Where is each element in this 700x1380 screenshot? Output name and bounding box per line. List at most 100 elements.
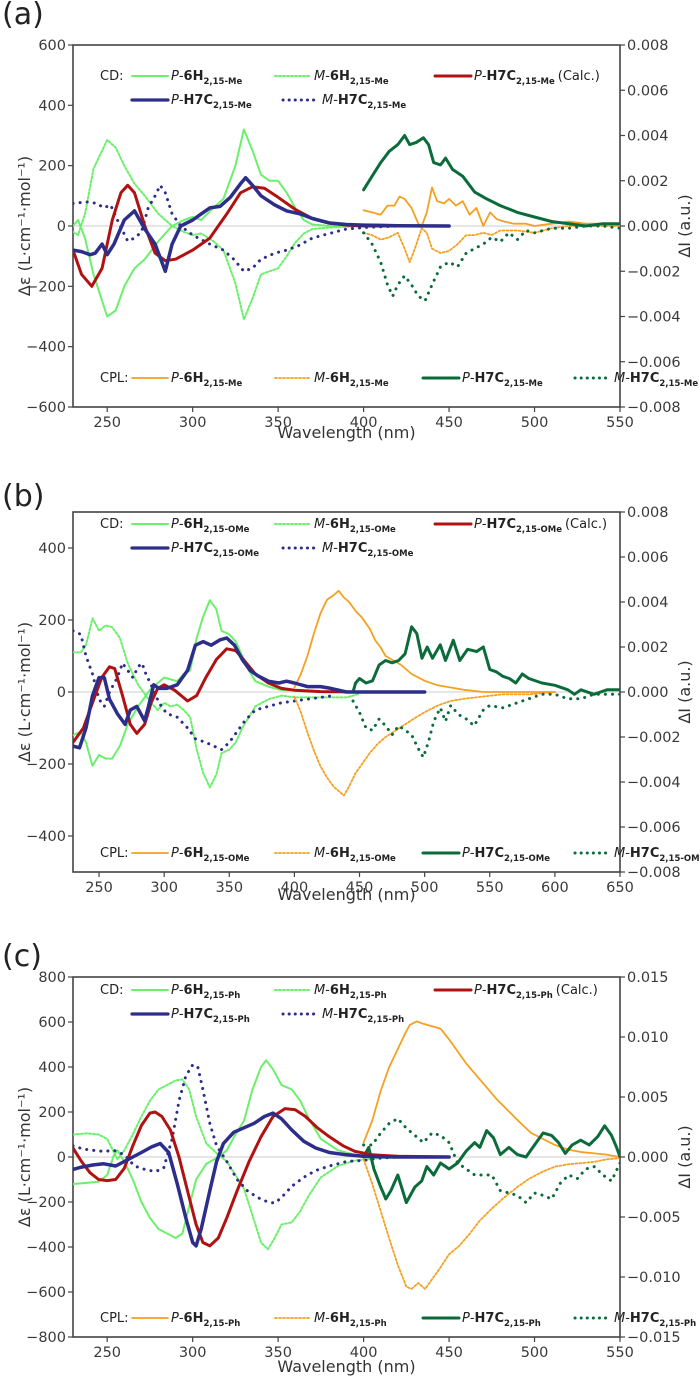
y-right-tick-label: −0.010 bbox=[627, 1270, 681, 1286]
panel-label: (b) bbox=[2, 479, 44, 514]
legend-label: P-H7C2,15-OMe bbox=[462, 846, 550, 864]
series-line-calc bbox=[73, 1107, 451, 1248]
series-line-p-6h-cd bbox=[73, 1059, 416, 1239]
legend-cpl: CPL: P-6H2,15-Me M-6H2,15-Me P-H7C2,15-Me M-… bbox=[100, 371, 698, 389]
legend-item: P-H7C2,15-Me (Calc.) bbox=[433, 69, 600, 87]
legend-item: M-6H2,15-Me bbox=[274, 371, 389, 389]
legend-label: M-H7C2,15-Me bbox=[614, 371, 698, 389]
x-tick-label: 350 bbox=[264, 415, 292, 431]
legend-cpl-prefix: CPL: bbox=[100, 371, 129, 386]
legend-cd: CD: P-6H2,15-Ph M-6H2,15-Ph P-H7C2,15-Ph (Ca… bbox=[100, 983, 598, 1025]
y-left-axis-title: Δε (L·cm⁻¹·mol⁻¹) bbox=[15, 622, 34, 762]
legend-label: P-H7C2,15-Me bbox=[171, 93, 252, 111]
x-tick-label: 450 bbox=[346, 880, 374, 896]
y-left-tick-label: 600 bbox=[38, 1015, 66, 1031]
chart-panel-c: (c) 250 300 350 400 450 500 550 −800 −600 −400 −200… bbox=[2, 939, 696, 1376]
legend-item: M-H7C2,15-Me bbox=[281, 93, 406, 111]
series-line-m-h7c-cpl bbox=[351, 692, 620, 759]
x-tick-label: 300 bbox=[179, 1345, 207, 1361]
series-line-p-6h-cpl bbox=[362, 186, 620, 227]
y-left-tick-label: 200 bbox=[38, 1105, 66, 1121]
x-tick-label: 550 bbox=[606, 415, 634, 431]
legend-cpl: CPL: P-6H2,15-OMe M-6H2,15-OMe P-H7C2,15-OM… bbox=[100, 846, 700, 864]
y-right-tick-label: 0.008 bbox=[627, 38, 669, 54]
y-left-axis-title: Δε (L·cm⁻¹·mol⁻¹) bbox=[15, 156, 34, 296]
x-tick-label: 350 bbox=[215, 880, 243, 896]
legend-cpl-prefix: CPL: bbox=[100, 846, 129, 861]
series-line-p-6h-cpl bbox=[293, 589, 556, 693]
y-left-tick-label: −400 bbox=[26, 829, 66, 845]
y-right-tick-label: 0.004 bbox=[627, 595, 669, 611]
series-line-m-6h-cd bbox=[73, 139, 365, 321]
x-tick-label: 250 bbox=[93, 415, 121, 431]
series-line-p-h7c-cd bbox=[73, 1111, 451, 1248]
x-tick-label: 250 bbox=[93, 1345, 121, 1361]
y-right-tick-label: −0.004 bbox=[627, 775, 681, 791]
y-left-tick-label: −200 bbox=[26, 757, 66, 773]
legend-label: M-6H2,15-Me bbox=[314, 371, 389, 389]
y-right-tick-label: 0.006 bbox=[627, 550, 669, 566]
legend-item: P-6H2,15-Me bbox=[131, 69, 242, 87]
legend-item: M-H7C2,15-OMe bbox=[281, 541, 414, 559]
y-left-tick-label: −200 bbox=[26, 279, 66, 295]
x-tick-label: 550 bbox=[606, 1345, 634, 1361]
panel-label: (c) bbox=[2, 939, 42, 974]
legend-item: P-6H2,15-Ph bbox=[131, 983, 240, 1001]
y-right-tick-label: −0.005 bbox=[627, 1210, 681, 1226]
legend-label: P-6H2,15-Ph bbox=[171, 983, 240, 1001]
legend-cpl-prefix: CPL: bbox=[100, 1311, 129, 1326]
legend-cd-prefix: CD: bbox=[100, 69, 123, 84]
series-line-m-6h-cpl bbox=[293, 691, 556, 797]
legend-item: M-H7C2,15-OMe bbox=[573, 846, 700, 864]
legend-cd-prefix: CD: bbox=[100, 517, 123, 532]
chart-panel-b: (b) 250 300 350 400 450 500 550 600 650 −400 −200 0 2… bbox=[2, 479, 700, 904]
legend-label: M-H7C2,15-Me bbox=[322, 93, 406, 111]
x-tick-label: 400 bbox=[350, 1345, 378, 1361]
y-right-tick-label: 0.000 bbox=[627, 219, 669, 235]
y-left-tick-label: 200 bbox=[38, 159, 66, 175]
legend-cpl: CPL: P-6H2,15-Ph M-6H2,15-Ph P-H7C2,15-Ph M-… bbox=[100, 1311, 696, 1329]
y-right-tick-label: −0.006 bbox=[627, 355, 681, 371]
legend-item: P-H7C2,15-Me bbox=[130, 93, 252, 111]
legend-label: P-6H2,15-Me bbox=[171, 69, 242, 87]
legend-item: P-H7C2,15-OMe bbox=[130, 541, 259, 559]
y-left-tick-label: −400 bbox=[26, 1240, 66, 1256]
y-left-tick-label: 600 bbox=[38, 38, 66, 54]
x-tick-label: 300 bbox=[179, 415, 207, 431]
y-right-tick-label: −0.008 bbox=[627, 400, 681, 416]
legend-item: P-H7C2,15-OMe bbox=[421, 846, 550, 864]
x-tick-label: 450 bbox=[435, 1345, 463, 1361]
y-right-tick-label: 0.015 bbox=[627, 970, 669, 986]
y-left-tick-label: −200 bbox=[26, 1195, 66, 1211]
x-tick-label: 650 bbox=[606, 880, 634, 896]
legend-label: M-6H2,15-Ph bbox=[314, 983, 387, 1001]
y-right-tick-label: −0.002 bbox=[627, 264, 681, 280]
x-tick-label: 300 bbox=[150, 880, 178, 896]
series-line-p-6h-cd bbox=[73, 128, 365, 318]
y-left-tick-label: 0 bbox=[57, 685, 66, 701]
legend-item: M-6H2,15-OMe bbox=[274, 846, 396, 864]
x-tick-label: 250 bbox=[85, 880, 113, 896]
legend-label: M-H7C2,15-Ph bbox=[322, 1007, 404, 1025]
x-tick-label: 400 bbox=[350, 415, 378, 431]
x-tick-label: 600 bbox=[541, 880, 569, 896]
x-tick-label: 450 bbox=[435, 415, 463, 431]
legend-item: P-6H2,15-OMe bbox=[131, 846, 250, 864]
x-tick-label: 500 bbox=[411, 880, 439, 896]
series-line-p-h7c-cd bbox=[73, 175, 451, 274]
legend-cd: CD: P-6H2,15-Me M-6H2,15-Me P-H7C2,15-Me (Ca… bbox=[100, 69, 600, 111]
y-right-tick-label: 0.005 bbox=[627, 1090, 669, 1106]
legend-label: M-6H2,15-Ph bbox=[314, 1311, 387, 1329]
x-tick-label: 350 bbox=[264, 1345, 292, 1361]
legend-item: M-H7C2,15-Ph bbox=[281, 1007, 404, 1025]
y-left-tick-label: 400 bbox=[38, 541, 66, 557]
y-right-tick-label: 0.008 bbox=[627, 505, 669, 521]
legend-label: M-6H2,15-OMe bbox=[314, 517, 396, 535]
y-right-tick-label: 0.006 bbox=[627, 83, 669, 99]
legend-cd: CD: P-6H2,15-OMe M-6H2,15-OMe P-H7C2,15-OMe… bbox=[100, 517, 607, 559]
series-line-m-6h-cd bbox=[73, 617, 361, 789]
y-left-tick-label: −600 bbox=[26, 1285, 66, 1301]
chart-panel-a: (a) 250 300 350 400 450 500 550 −600 −400 −200 0 200… bbox=[2, 0, 698, 442]
y-left-tick-label: 0 bbox=[57, 1150, 66, 1166]
legend-cd-prefix: CD: bbox=[100, 983, 123, 998]
